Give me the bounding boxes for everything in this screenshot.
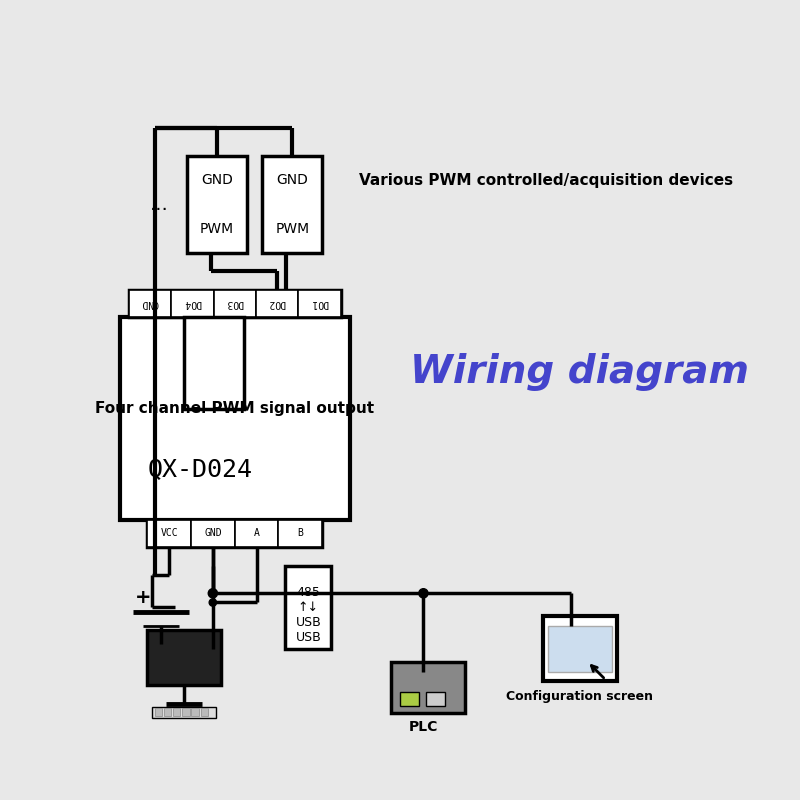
FancyBboxPatch shape xyxy=(152,706,216,718)
FancyBboxPatch shape xyxy=(173,708,181,716)
Text: DO2: DO2 xyxy=(268,298,286,308)
FancyBboxPatch shape xyxy=(182,708,190,716)
FancyBboxPatch shape xyxy=(147,520,191,547)
FancyBboxPatch shape xyxy=(191,708,199,716)
Text: A: A xyxy=(254,529,259,538)
Text: GND: GND xyxy=(276,174,308,187)
FancyBboxPatch shape xyxy=(214,290,256,317)
Text: 485
↑↓
USB: 485 ↑↓ USB xyxy=(295,586,322,629)
Text: VCC: VCC xyxy=(160,529,178,538)
FancyBboxPatch shape xyxy=(171,290,214,317)
FancyBboxPatch shape xyxy=(129,290,171,317)
FancyBboxPatch shape xyxy=(187,156,246,253)
Text: GND: GND xyxy=(142,298,159,308)
FancyBboxPatch shape xyxy=(129,290,341,317)
Text: ...: ... xyxy=(150,195,169,214)
Text: Configuration screen: Configuration screen xyxy=(506,690,654,703)
FancyBboxPatch shape xyxy=(164,708,171,716)
Bar xyxy=(152,634,216,681)
FancyBboxPatch shape xyxy=(262,156,322,253)
Text: QX-D024: QX-D024 xyxy=(147,457,252,481)
Text: DO3: DO3 xyxy=(226,298,243,308)
Text: DO4: DO4 xyxy=(183,298,201,308)
FancyBboxPatch shape xyxy=(400,692,418,706)
Text: Four channel PWM signal output: Four channel PWM signal output xyxy=(95,401,374,416)
FancyBboxPatch shape xyxy=(147,630,221,686)
FancyBboxPatch shape xyxy=(543,616,617,681)
Text: PWM: PWM xyxy=(275,222,310,235)
FancyBboxPatch shape xyxy=(426,692,445,706)
FancyBboxPatch shape xyxy=(278,520,322,547)
FancyBboxPatch shape xyxy=(298,290,341,317)
FancyBboxPatch shape xyxy=(191,520,234,547)
Text: Wiring diagram: Wiring diagram xyxy=(410,354,749,391)
FancyBboxPatch shape xyxy=(256,290,298,317)
FancyBboxPatch shape xyxy=(147,520,322,547)
Text: Various PWM controlled/acquisition devices: Various PWM controlled/acquisition devic… xyxy=(359,173,733,188)
FancyBboxPatch shape xyxy=(120,317,350,520)
FancyBboxPatch shape xyxy=(234,520,278,547)
FancyBboxPatch shape xyxy=(286,566,331,649)
Circle shape xyxy=(418,589,428,598)
Text: PLC: PLC xyxy=(409,720,438,734)
FancyBboxPatch shape xyxy=(201,708,208,716)
Text: B: B xyxy=(298,529,303,538)
Text: USB: USB xyxy=(295,631,322,644)
Text: PWM: PWM xyxy=(200,222,234,235)
Text: DO1: DO1 xyxy=(310,298,328,308)
Text: GND: GND xyxy=(201,174,233,187)
Text: +: + xyxy=(134,588,151,607)
FancyBboxPatch shape xyxy=(548,626,612,671)
Circle shape xyxy=(209,599,217,606)
Circle shape xyxy=(208,589,218,598)
FancyBboxPatch shape xyxy=(154,708,162,716)
Text: GND: GND xyxy=(204,529,222,538)
FancyBboxPatch shape xyxy=(184,317,244,410)
FancyBboxPatch shape xyxy=(391,662,465,713)
